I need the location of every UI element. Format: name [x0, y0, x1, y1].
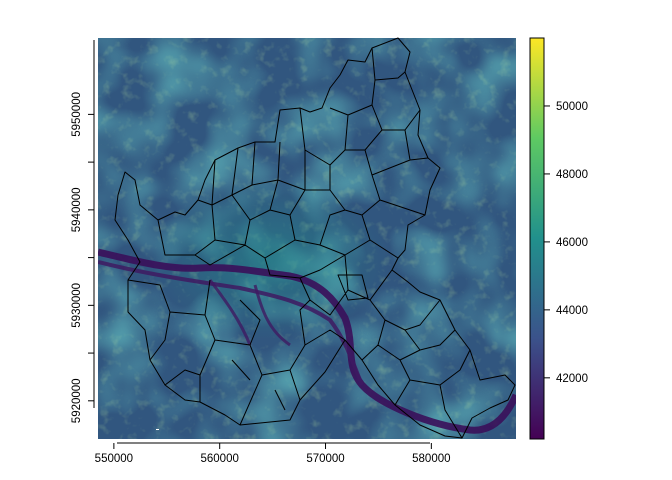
scale-marker	[156, 429, 159, 430]
y-tick-label: 5940000	[71, 187, 83, 232]
x-axis: 550000 560000 570000 580000	[95, 442, 451, 465]
colorbar-gradient	[530, 38, 544, 439]
y-tick-label: 5930000	[71, 283, 83, 328]
district-lines	[127, 47, 471, 439]
harbor-channel	[208, 279, 291, 347]
y-tick-label: 5950000	[71, 92, 83, 137]
river-elbe	[98, 248, 516, 434]
colorbar: 42000 44000 46000 48000 50000	[529, 37, 588, 440]
y-axis: 5920000 5930000 5940000 5950000	[71, 40, 95, 423]
city-center-glow	[150, 180, 390, 340]
colorbar-frame	[529, 37, 545, 440]
x-tick-label: 550000	[95, 453, 133, 465]
y-tick-label: 5920000	[71, 378, 83, 423]
district-boundaries	[114, 37, 516, 439]
colorbar-tick-label: 46000	[556, 237, 588, 249]
city-outline	[114, 37, 516, 439]
raster-layer	[98, 38, 516, 439]
x-tick-label: 580000	[412, 453, 450, 465]
colorbar-tick-label: 50000	[556, 101, 588, 113]
colorbar-tick-label: 42000	[556, 373, 588, 385]
colorbar-tick-label: 48000	[556, 169, 588, 181]
river-channel	[98, 260, 364, 386]
x-tick-label: 560000	[201, 453, 239, 465]
x-tick-label: 570000	[306, 453, 344, 465]
colorbar-tick-label: 44000	[556, 305, 588, 317]
